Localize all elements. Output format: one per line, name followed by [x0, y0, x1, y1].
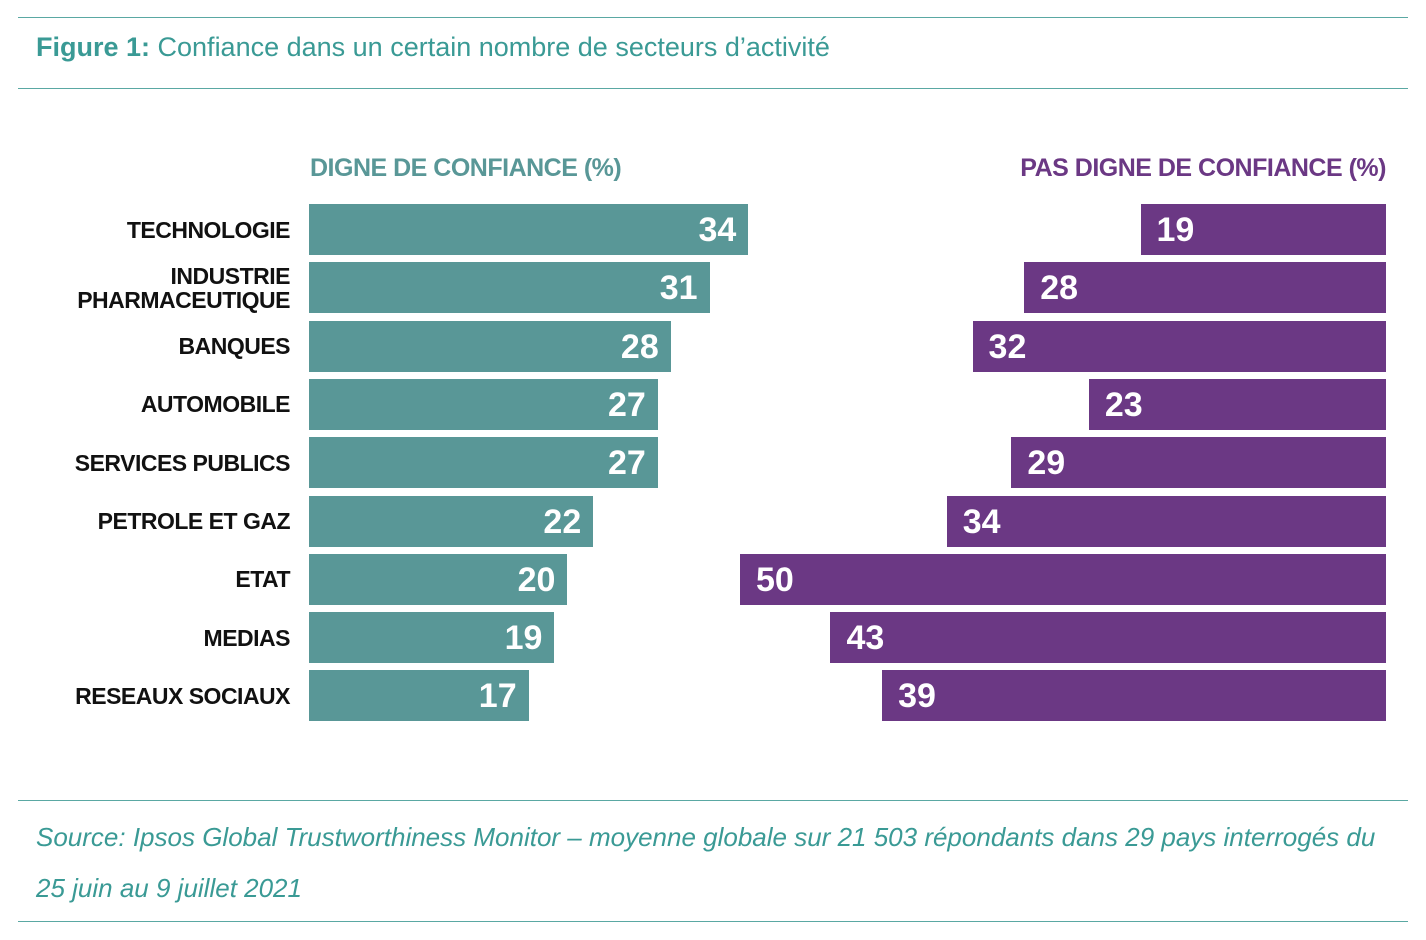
category-label: MEDIAS — [203, 624, 291, 651]
rule — [18, 17, 1408, 18]
category-label: BANQUES — [178, 333, 290, 360]
value-label: 31 — [659, 269, 698, 308]
bar — [309, 553, 568, 605]
bar — [309, 204, 749, 255]
value-label: 39 — [898, 677, 936, 716]
bar — [972, 320, 1386, 372]
bar — [830, 612, 1386, 664]
rule — [18, 800, 1408, 801]
category-label: TECHNOLOGIE — [126, 216, 291, 243]
bar — [946, 495, 1386, 547]
bar — [882, 670, 1386, 722]
value-label: 29 — [1027, 444, 1066, 483]
bar — [309, 437, 658, 489]
value-label: 27 — [608, 444, 646, 483]
value-label: 34 — [698, 211, 737, 249]
rule — [18, 88, 1408, 89]
value-label: 19 — [504, 619, 543, 658]
bar — [309, 670, 529, 722]
bar — [309, 262, 710, 314]
bar — [1088, 378, 1386, 430]
category-label: SERVICES PUBLICS — [74, 449, 291, 476]
value-label: 19 — [1156, 211, 1195, 249]
category-label: PETROLE ET GAZ — [97, 508, 291, 534]
value-label: 28 — [1040, 269, 1079, 308]
bar — [1011, 437, 1386, 489]
category-label: ETAT — [235, 566, 290, 593]
value-label: 27 — [608, 385, 646, 424]
bar — [740, 553, 1386, 605]
title-label: Figure 1: — [36, 32, 151, 62]
legend-left: DIGNE DE CONFIANCE (%) — [310, 154, 622, 182]
category-label: AUTOMOBILE — [140, 391, 291, 418]
category-label: INDUSTRIE PHARMACEUTIQUE — [77, 262, 290, 313]
title-text: Confiance dans un certain nombre de sect… — [157, 32, 830, 62]
value-label: 43 — [846, 619, 885, 658]
category-label: RESEAUX SOCIAUX — [75, 682, 290, 709]
value-label: 32 — [988, 327, 1027, 366]
value-label: 22 — [543, 502, 582, 541]
source-note: Source: Ipsos Global Trustworthiness Mon… — [36, 822, 1376, 903]
value-label: 28 — [620, 327, 659, 366]
chart-title: Figure 1: Confiance dans un certain nomb… — [36, 32, 830, 63]
bar — [309, 320, 671, 372]
value-label: 34 — [962, 502, 1001, 541]
value-label: 23 — [1104, 385, 1143, 424]
legend-right: PAS DIGNE DE CONFIANCE (%) — [1020, 154, 1386, 182]
value-label: 20 — [517, 560, 556, 599]
rule — [18, 921, 1408, 922]
value-label: 50 — [756, 560, 794, 599]
bar — [309, 612, 555, 664]
bar — [309, 495, 594, 547]
value-label: 17 — [478, 677, 517, 716]
bar — [309, 378, 658, 430]
bar — [1140, 204, 1386, 255]
bar — [1024, 262, 1386, 314]
